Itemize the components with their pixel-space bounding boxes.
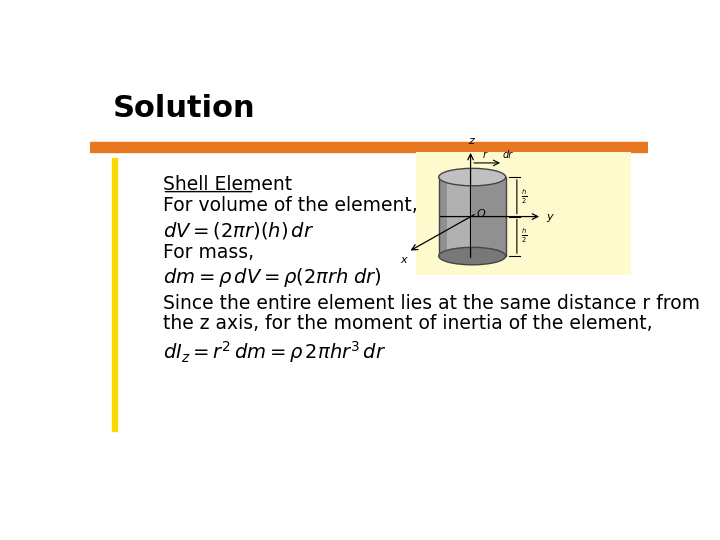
Text: Shell Element: Shell Element [163,175,292,194]
Text: $dV = (2\pi r)(h)\,dr$: $dV = (2\pi r)(h)\,dr$ [163,220,314,241]
Text: For volume of the element,: For volume of the element, [163,196,418,215]
Text: $\frac{h}{2}$: $\frac{h}{2}$ [521,188,528,206]
Text: O: O [477,210,485,219]
Text: $dm = \rho\,dV = \rho(2\pi r h\;dr)$: $dm = \rho\,dV = \rho(2\pi r h\;dr)$ [163,266,381,289]
Bar [416,152,631,275]
Text: Since the entire element lies at the same distance r from: Since the entire element lies at the sam… [163,294,700,313]
Text: dr: dr [503,150,513,160]
Bar [438,177,505,256]
Text: r: r [482,150,486,160]
Bar [112,158,117,431]
Text: $dI_z = r^2\,dm = \rho\,2\pi h r^3\,dr$: $dI_z = r^2\,dm = \rho\,2\pi h r^3\,dr$ [163,339,386,365]
Text: y: y [546,212,552,221]
Bar [90,141,648,152]
Text: Solution: Solution [112,94,255,123]
Ellipse shape [438,168,505,186]
Text: For mass,: For mass, [163,243,253,262]
Text: z: z [467,136,474,146]
Ellipse shape [438,247,505,265]
Bar [447,177,472,256]
Text: the z axis, for the moment of inertia of the element,: the z axis, for the moment of inertia of… [163,314,652,333]
Text: $\frac{h}{2}$: $\frac{h}{2}$ [521,227,528,246]
Text: x: x [400,255,407,265]
